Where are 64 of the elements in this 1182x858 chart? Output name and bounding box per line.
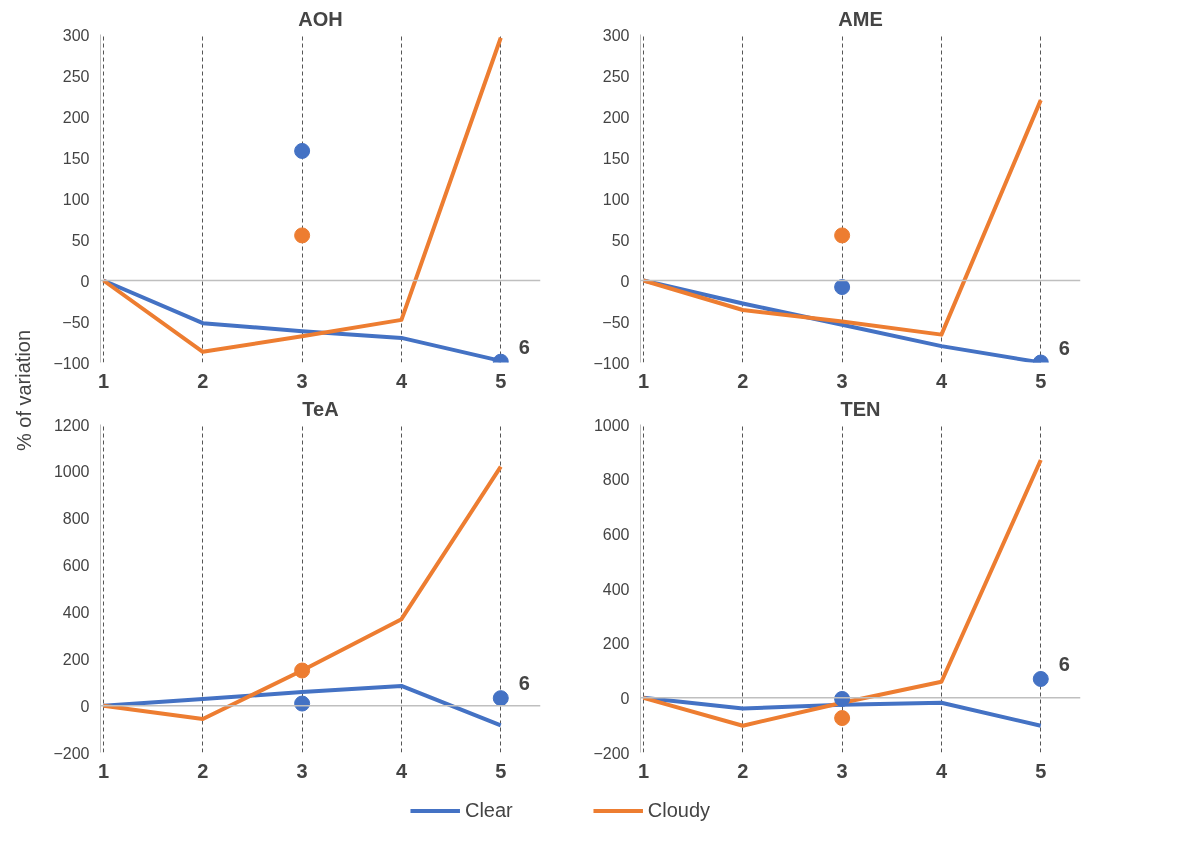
y-tick-label: 1200 bbox=[53, 416, 90, 434]
annotation: 6 bbox=[1058, 652, 1070, 675]
x-tick-label: 5 bbox=[495, 759, 507, 782]
y-tick-label: 300 bbox=[62, 26, 90, 44]
x-tick-label: 2 bbox=[197, 759, 209, 782]
y-tick-label: 1000 bbox=[53, 463, 90, 481]
x-tick-label: 3 bbox=[296, 369, 308, 392]
x-tick-label: 4 bbox=[935, 369, 948, 392]
y-tick-label: 50 bbox=[611, 231, 630, 249]
x-tick-label: 2 bbox=[737, 369, 749, 392]
x-tick-label: 3 bbox=[296, 759, 308, 782]
y-tick-label: −100 bbox=[593, 354, 630, 372]
x-tick-label: 3 bbox=[836, 369, 848, 392]
y-tick-label: 150 bbox=[62, 149, 90, 167]
x-tick-label: 1 bbox=[637, 369, 650, 392]
x-tick-label: 4 bbox=[395, 369, 408, 392]
y-tick-label: 200 bbox=[62, 108, 90, 126]
y-tick-label: 100 bbox=[62, 190, 90, 208]
y-tick-label: 1000 bbox=[593, 416, 630, 434]
y-tick-label: 800 bbox=[602, 471, 630, 489]
x-tick-label: 1 bbox=[637, 759, 650, 782]
chart-title: TEN bbox=[840, 397, 881, 420]
chart-title: AOH bbox=[298, 7, 343, 30]
y-tick-label: 150 bbox=[602, 149, 630, 167]
y-tick-label: 400 bbox=[62, 603, 90, 621]
y-tick-label: 100 bbox=[602, 190, 630, 208]
y-tick-label: −200 bbox=[593, 744, 630, 762]
y-tick-label: 0 bbox=[620, 689, 630, 707]
x-tick-label: 5 bbox=[1035, 759, 1047, 782]
y-tick-label: 50 bbox=[71, 231, 90, 249]
y-tick-label: 0 bbox=[80, 272, 90, 290]
y-tick-label: 250 bbox=[602, 67, 630, 85]
x-tick-label: 5 bbox=[495, 369, 507, 392]
y-tick-label: −100 bbox=[53, 354, 90, 372]
y-tick-label: 600 bbox=[62, 557, 90, 575]
y-tick-label: 800 bbox=[62, 510, 90, 528]
y-tick-label: −200 bbox=[53, 744, 90, 762]
legend-label: Clear bbox=[464, 798, 513, 822]
y-tick-label: 600 bbox=[602, 525, 630, 543]
annotation: 6 bbox=[518, 335, 530, 358]
chart-title: AME bbox=[838, 7, 883, 30]
y-tick-label: 200 bbox=[62, 650, 90, 668]
y-tick-label: −50 bbox=[62, 313, 90, 331]
x-tick-label: 1 bbox=[97, 759, 110, 782]
y-tick-label: 0 bbox=[620, 272, 630, 290]
x-tick-label: 3 bbox=[836, 759, 848, 782]
y-tick-label: −50 bbox=[602, 313, 630, 331]
y-tick-label: 200 bbox=[602, 108, 630, 126]
x-tick-label: 2 bbox=[737, 759, 749, 782]
annotation: 6 bbox=[1058, 336, 1070, 359]
y-axis-title: % of variation bbox=[12, 329, 35, 452]
chart-title: TeA bbox=[302, 397, 339, 420]
y-tick-label: 250 bbox=[62, 67, 90, 85]
y-tick-label: 400 bbox=[602, 580, 630, 598]
y-tick-label: 300 bbox=[602, 26, 630, 44]
legend-label: Cloudy bbox=[647, 798, 711, 822]
y-tick-label: 200 bbox=[602, 635, 630, 653]
x-tick-label: 1 bbox=[97, 369, 110, 392]
x-tick-label: 4 bbox=[935, 759, 948, 782]
x-tick-label: 4 bbox=[395, 759, 408, 782]
annotation: 6 bbox=[518, 672, 530, 695]
y-tick-label: 0 bbox=[80, 697, 90, 715]
x-tick-label: 2 bbox=[197, 369, 209, 392]
x-tick-label: 5 bbox=[1035, 369, 1047, 392]
